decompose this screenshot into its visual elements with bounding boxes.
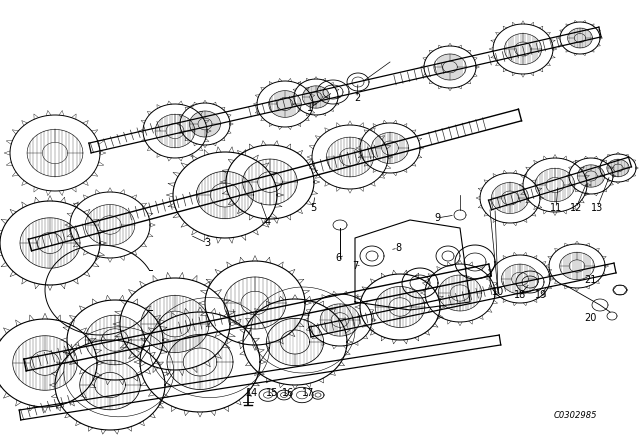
Polygon shape [355,220,470,310]
Text: C0302985: C0302985 [553,410,596,419]
Text: 17: 17 [302,388,314,398]
Text: 21: 21 [584,275,596,285]
Text: 9: 9 [434,213,440,223]
Text: 20: 20 [584,313,596,323]
Text: 5: 5 [310,203,316,213]
Text: 15: 15 [266,388,278,398]
Text: 19: 19 [535,290,547,300]
Text: 14: 14 [246,388,258,398]
Text: 11: 11 [550,203,562,213]
Text: 8: 8 [395,243,401,253]
Text: 16: 16 [282,388,294,398]
Text: 7: 7 [352,261,358,271]
Text: 6: 6 [335,253,341,263]
Text: 12: 12 [570,203,582,213]
Text: 1: 1 [307,103,313,113]
Text: 10: 10 [492,287,504,297]
Text: 3: 3 [204,238,210,248]
Text: 13: 13 [591,203,603,213]
Text: 4: 4 [265,217,271,227]
Text: 18: 18 [514,290,526,300]
Text: 2: 2 [354,93,360,103]
